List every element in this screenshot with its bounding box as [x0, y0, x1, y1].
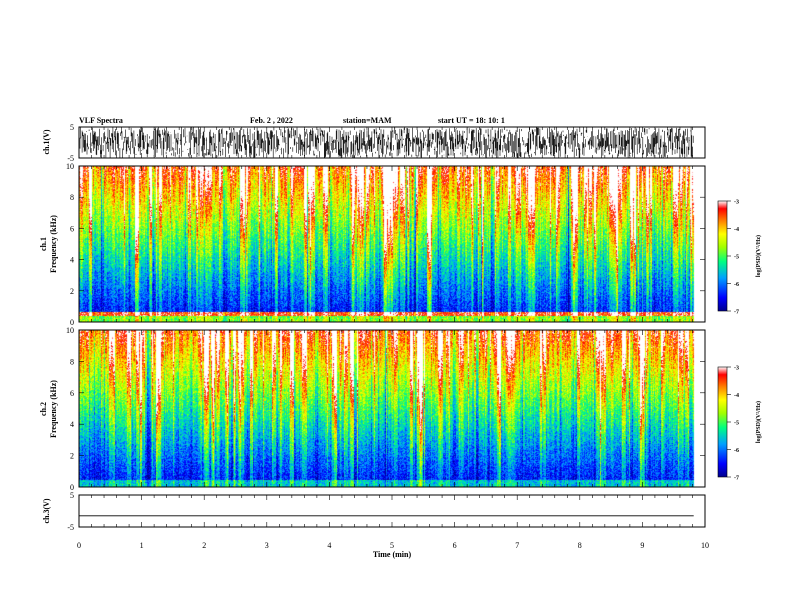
x-tick-label: 0	[77, 541, 81, 550]
ch1-colorbar-tick-label: -6	[734, 282, 739, 288]
ch3-waveform-ytick-label: 5	[70, 491, 74, 500]
ch2-spectrogram-panel: 0 2 4 6 8 10	[66, 326, 706, 492]
x-tick-label: 8	[578, 541, 582, 550]
ch1-spectrogram-ytick-label: 6	[70, 224, 74, 233]
x-tick-label: 2	[202, 541, 206, 550]
x-tick-label: 9	[640, 541, 644, 550]
ch1-spectrogram-ytick-label: 10	[66, 162, 74, 171]
x-axis-label: Time (min)	[373, 550, 412, 559]
ch1-spectrogram-ytick-label: 8	[70, 193, 74, 202]
ch1-colorbar-label: log(PSD)(V²/Hz)	[755, 235, 762, 277]
ch1-waveform-panel: 5 -5	[67, 123, 706, 163]
x-tick-label: 4	[327, 541, 331, 550]
x-tick-label: 7	[515, 541, 519, 550]
ch1-spectrogram-ytick-label: 2	[70, 287, 74, 296]
ch3-waveform-ylabel: ch.3(V)	[42, 498, 51, 523]
ch2-colorbar-tick-label: -6	[734, 448, 739, 454]
ch1-colorbar-gradient	[717, 200, 728, 312]
ch2-spectrogram-ytick-label: 2	[70, 452, 74, 461]
ch2-colorbar-tick-label: -5	[734, 421, 739, 427]
ch1-spectrogram-ytick-label: 0	[70, 318, 74, 327]
x-tick-label: 6	[453, 541, 457, 550]
x-tick-label: 1	[140, 541, 144, 550]
ch2-spectrogram-ylabel-frequency: Frequency (kHz)	[49, 380, 58, 438]
ch1-colorbar-tick-label: -3	[734, 200, 739, 206]
ch1-spectrogram-ytick-label: 4	[70, 256, 74, 265]
x-tick-label: 10	[701, 541, 709, 550]
ch1-waveform-ytick-label: 5	[70, 123, 74, 132]
ch2-colorbar-tick-label: -3	[734, 366, 739, 372]
ch1-spectrogram-ylabel-channel: ch.1	[39, 237, 48, 251]
ch2-spectrogram-ytick-label: 6	[70, 389, 74, 398]
ch1-spectrogram-panel: 0 2 4 6 8 10	[66, 162, 706, 327]
ch2-spectrogram-ytick-label: 10	[66, 326, 74, 335]
x-tick-label: 5	[390, 541, 394, 550]
ch2-colorbar-tick-label: -4	[734, 393, 739, 399]
ch1-waveform-ytick-label: -5	[67, 154, 74, 163]
ch2-colorbar-gradient	[717, 366, 728, 478]
ch2-spectrogram-ytick-label: 4	[70, 420, 74, 429]
ch2-spectrogram-ylabel-channel: ch.2	[39, 402, 48, 416]
ch2-colorbar: -3 -4 -5 -6 -7 log(PSD)(V²/Hz)	[717, 366, 762, 482]
ch1-waveform-trace	[79, 127, 694, 158]
ch1-colorbar-tick-label: -7	[734, 310, 739, 316]
ch1-spectrogram-heatmap	[79, 166, 705, 322]
ch3-waveform-ytick-label: -5	[67, 523, 74, 532]
ch2-spectrogram-heatmap	[79, 330, 705, 487]
ch2-spectrogram-ytick-label: 0	[70, 483, 74, 492]
start-ut-text: start UT = 18: 10: 1	[438, 116, 505, 125]
ch1-colorbar: -3 -4 -5 -6 -7 log(PSD)(V²/Hz)	[717, 200, 762, 316]
ch1-colorbar-tick-label: -4	[734, 227, 739, 233]
date-text: Feb. 2 , 2022	[250, 116, 293, 125]
station-text: station=MAM	[343, 116, 392, 125]
ch2-colorbar-tick-label: -7	[734, 476, 739, 482]
figure-title: VLF Spectra	[79, 116, 123, 125]
ch3-waveform-panel: 5 -5	[67, 491, 706, 532]
ch2-spectrogram-ytick-label: 8	[70, 357, 74, 366]
x-tick-label: 3	[265, 541, 269, 550]
ch1-waveform-ylabel: ch.1(V)	[42, 129, 51, 154]
ch1-colorbar-tick-label: -5	[734, 255, 739, 261]
ch1-spectrogram-ylabel-frequency: Frequency (kHz)	[49, 215, 58, 273]
ch2-colorbar-label: log(PSD)(V²/Hz)	[755, 401, 762, 443]
